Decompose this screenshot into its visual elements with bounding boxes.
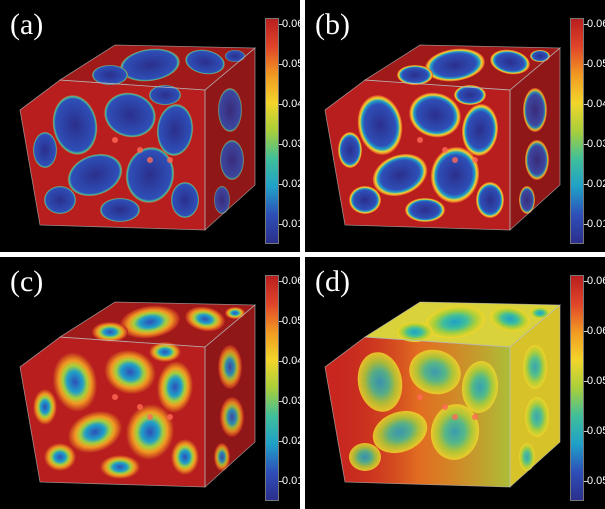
colorbar <box>265 18 279 244</box>
colorbar-tick-mark <box>584 224 588 225</box>
colorbar-tick-mark <box>584 331 588 332</box>
colorbar-tick-label: 0.06 <box>587 325 605 337</box>
colorbar-tick-mark <box>584 381 588 382</box>
colorbar-tick-label: 0.01 <box>587 218 605 230</box>
colorbar-tick-label: 0.04 <box>282 355 300 367</box>
colorbar <box>570 275 584 501</box>
colorbar <box>265 275 279 501</box>
colorbar-tick-label: 0.058 <box>587 375 605 387</box>
colorbar-tick-label: 0.03 <box>282 138 300 150</box>
colorbar-tick-label: 0.04 <box>587 98 605 110</box>
colorbar <box>570 18 584 244</box>
simulation-render <box>324 44 562 231</box>
colorbar-tick-label: 0.062 <box>587 275 605 287</box>
colorbar-tick-mark <box>279 441 283 442</box>
colorbar-tick-mark <box>584 281 588 282</box>
colorbar-tick-label: 0.05 <box>282 315 300 327</box>
colorbar-tick-mark <box>279 361 283 362</box>
colorbar-tick-mark <box>279 481 283 482</box>
colorbar-tick-label: 0.06 <box>587 18 605 30</box>
panel-c: (c) 0.06 0.05 0.04 0.03 0.02 0.01 <box>0 257 300 509</box>
simulation-render <box>19 44 257 231</box>
panel-b: (b) 0.06 0.05 0.04 0.03 0.02 0.01 <box>305 0 605 252</box>
colorbar-tick-label: 0.05 <box>282 58 300 70</box>
colorbar-tick-mark <box>584 64 588 65</box>
colorbar-tick-label: 0.02 <box>587 178 605 190</box>
colorbar-tick-label: 0.03 <box>282 395 300 407</box>
colorbar-tick-mark <box>584 104 588 105</box>
colorbar-tick-label: 0.03 <box>587 138 605 150</box>
panel-label: (a) <box>10 8 44 41</box>
colorbar-tick-mark <box>584 184 588 185</box>
colorbar-tick-label: 0.01 <box>282 475 300 487</box>
panel-label: (c) <box>10 265 44 298</box>
colorbar-tick-mark <box>279 144 283 145</box>
colorbar-tick-label: 0.01 <box>282 218 300 230</box>
colorbar-tick-label: 0.054 <box>587 475 605 487</box>
colorbar-tick-mark <box>279 321 283 322</box>
panel-a: (a) 0.06 0.05 0.04 0.03 0.02 0.01 <box>0 0 300 252</box>
colorbar-tick-mark <box>584 481 588 482</box>
colorbar-tick-mark <box>584 431 588 432</box>
colorbar-tick-mark <box>279 64 283 65</box>
colorbar-tick-label: 0.04 <box>282 98 300 110</box>
colorbar-tick-mark <box>279 184 283 185</box>
colorbar-tick-mark <box>279 224 283 225</box>
colorbar-tick-label: 0.06 <box>282 18 300 30</box>
simulation-render <box>19 301 257 488</box>
colorbar-tick-mark <box>279 281 283 282</box>
panel-d: (d) 0.062 0.06 0.058 0.056 0.054 <box>305 257 605 509</box>
colorbar-tick-mark <box>279 104 283 105</box>
colorbar-tick-mark <box>584 24 588 25</box>
colorbar-tick-label: 0.02 <box>282 435 300 447</box>
panel-label: (d) <box>315 265 350 298</box>
colorbar-tick-label: 0.02 <box>282 178 300 190</box>
simulation-render <box>324 301 562 488</box>
colorbar-tick-label: 0.05 <box>587 58 605 70</box>
colorbar-tick-mark <box>279 401 283 402</box>
colorbar-tick-label: 0.06 <box>282 275 300 287</box>
colorbar-tick-label: 0.056 <box>587 425 605 437</box>
colorbar-tick-mark <box>279 24 283 25</box>
colorbar-tick-mark <box>584 144 588 145</box>
panel-label: (b) <box>315 8 350 41</box>
